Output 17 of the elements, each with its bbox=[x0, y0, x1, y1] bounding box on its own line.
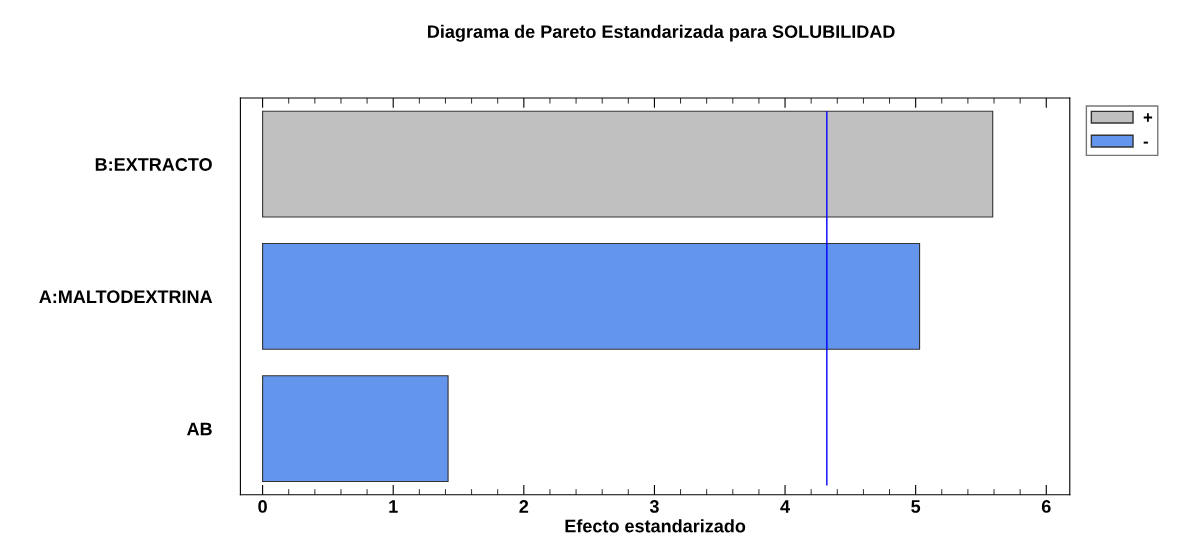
legend-label: + bbox=[1143, 113, 1153, 122]
y-tick-label: B:EXTRACTO bbox=[95, 158, 212, 171]
x-tick-label: 3 bbox=[649, 500, 659, 513]
x-tick-label: 5 bbox=[911, 500, 921, 513]
x-tick-label: 2 bbox=[519, 500, 529, 513]
x-tick-label: 0 bbox=[258, 500, 267, 513]
legend-label: - bbox=[1143, 141, 1148, 144]
y-tick-label: A:MALTODEXTRINA bbox=[39, 290, 213, 304]
bar bbox=[262, 110, 994, 218]
bar bbox=[262, 375, 449, 483]
bar bbox=[262, 242, 921, 350]
x-tick-label: 4 bbox=[780, 500, 790, 513]
x-axis-title: Efecto estandarizado bbox=[565, 519, 746, 533]
chart-title: Diagrama de Pareto Estandarizada para SOLUBILIDAD bbox=[428, 24, 895, 42]
x-tick-label: 6 bbox=[1041, 500, 1051, 513]
y-tick-label: AB bbox=[186, 422, 212, 436]
x-tick-label: 1 bbox=[389, 500, 398, 513]
